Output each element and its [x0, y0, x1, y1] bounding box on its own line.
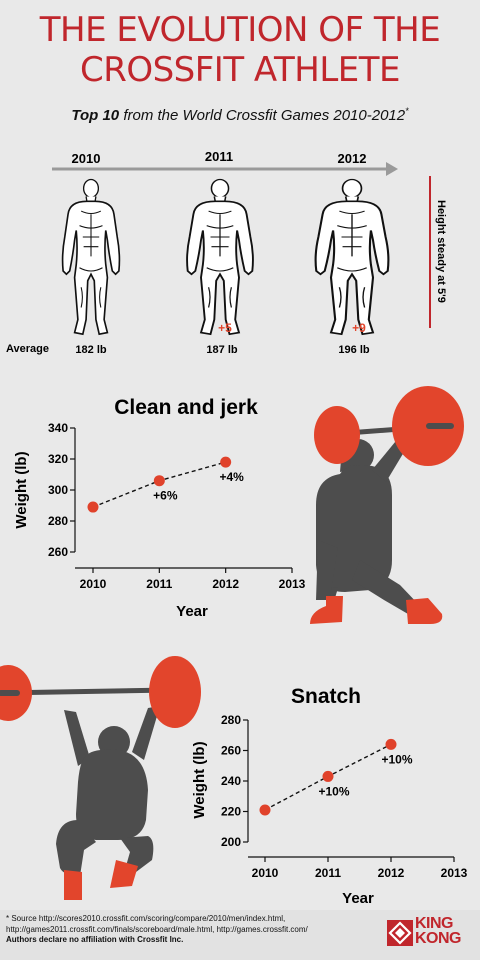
page-title: THE EVOLUTION OF THE CROSSFIT ATHLETE: [0, 10, 480, 90]
y-tick-label-220: 220: [221, 805, 241, 819]
x-axis-label: Year: [342, 890, 374, 907]
disclaimer: Authors declare no affiliation with Cros…: [6, 935, 184, 944]
average-weight-2011: 187 lb: [206, 344, 237, 356]
snatch-chart: Snatch Weight (lb) Year 200 220 240 260 280 2…: [191, 685, 468, 907]
y-tick-label-340: 340: [48, 421, 68, 435]
source-mark: *: [6, 914, 10, 923]
data-label-2012: +4%: [219, 470, 244, 484]
data-point-2011: [322, 770, 334, 782]
king-kong-logo-text: KING KONG: [415, 915, 462, 947]
logo-line-2: KONG: [415, 930, 462, 947]
x-tick-label-2013: 2013: [441, 866, 468, 880]
y-tick-label-240: 240: [221, 774, 241, 788]
source-citation: * Source http://scores2010.crossfit.com/…: [6, 914, 398, 946]
snatch-lifter-illustration: [0, 656, 201, 900]
weight-increment-2012: +9: [352, 321, 366, 335]
source-link-2[interactable]: http://games2011.crossfit.com/finals/sco…: [6, 924, 308, 934]
x-tick-label-2012: 2012: [378, 866, 405, 880]
clean-and-jerk-lifter-illustration: [310, 386, 464, 624]
height-note: Height steady at 5'9: [435, 200, 447, 303]
average-label: Average: [6, 343, 49, 355]
chart-title: Clean and jerk: [114, 396, 258, 419]
data-point-2010: [87, 501, 99, 513]
y-tick-label-200: 200: [221, 835, 241, 849]
y-tick-label-280: 280: [48, 514, 68, 528]
title-line-2: CROSSFIT ATHLETE: [79, 50, 401, 90]
data-point-2010: [259, 804, 271, 816]
x-tick-label-2011: 2011: [315, 866, 341, 880]
x-tick-label-2011: 2011: [146, 577, 172, 591]
athlete-evolution-section: 2010 2011 2012 +5 +9 Average 182 lb 187 …: [6, 149, 447, 356]
logo-line-1: KING: [415, 915, 454, 932]
x-tick-label-2013: 2013: [279, 577, 306, 591]
clean-and-jerk-chart: Clean and jerk Weight (lb) Year 260 280 30…: [13, 396, 306, 620]
data-point-2012: [220, 456, 232, 468]
y-axis-label: Weight (lb): [191, 741, 208, 818]
weight-increment-2011: +5: [218, 321, 232, 335]
average-weight-2012: 196 lb: [338, 344, 369, 356]
y-tick-label-260: 260: [48, 545, 68, 559]
data-point-2011: [153, 475, 165, 487]
x-axis-label: Year: [176, 603, 208, 620]
king-kong-logo-icon: [387, 920, 413, 946]
year-label-2012: 2012: [338, 151, 367, 166]
data-label-2012: +10%: [381, 752, 412, 766]
y-tick-label-260: 260: [221, 744, 241, 758]
data-point-2012: [385, 738, 397, 750]
year-label-2011: 2011: [205, 149, 233, 164]
timeline-arrow-head: [386, 162, 398, 176]
athlete-figure-2010: [61, 178, 121, 335]
subtitle-bold: Top 10: [71, 107, 120, 124]
subtitle-text: from the World Crossfit Games 2010-2012: [119, 107, 406, 124]
x-tick-label-2010: 2010: [80, 577, 107, 591]
subtitle-footnote-mark: *: [405, 106, 409, 116]
y-axis-label: Weight (lb): [13, 451, 30, 528]
x-tick-label-2010: 2010: [252, 866, 279, 880]
subtitle: Top 10 from the World Crossfit Games 201…: [0, 106, 480, 124]
chart-title: Snatch: [291, 685, 361, 708]
athlete-figure-2012: [314, 178, 390, 336]
x-tick-label-2012: 2012: [212, 577, 239, 591]
y-tick-label-300: 300: [48, 483, 68, 497]
data-label-2011: +6%: [153, 489, 178, 503]
year-label-2010: 2010: [72, 151, 101, 166]
source-link-1[interactable]: http://scores2010.crossfit.com/scoring/c…: [38, 914, 286, 923]
y-tick-label-280: 280: [221, 713, 241, 727]
athlete-figure-2011: [186, 178, 254, 336]
average-weight-2010: 182 lb: [75, 344, 106, 356]
source-label: Source: [9, 914, 39, 923]
title-line-1: THE EVOLUTION OF THE: [39, 10, 441, 50]
data-label-2011: +10%: [318, 784, 349, 798]
y-tick-label-320: 320: [48, 452, 68, 466]
